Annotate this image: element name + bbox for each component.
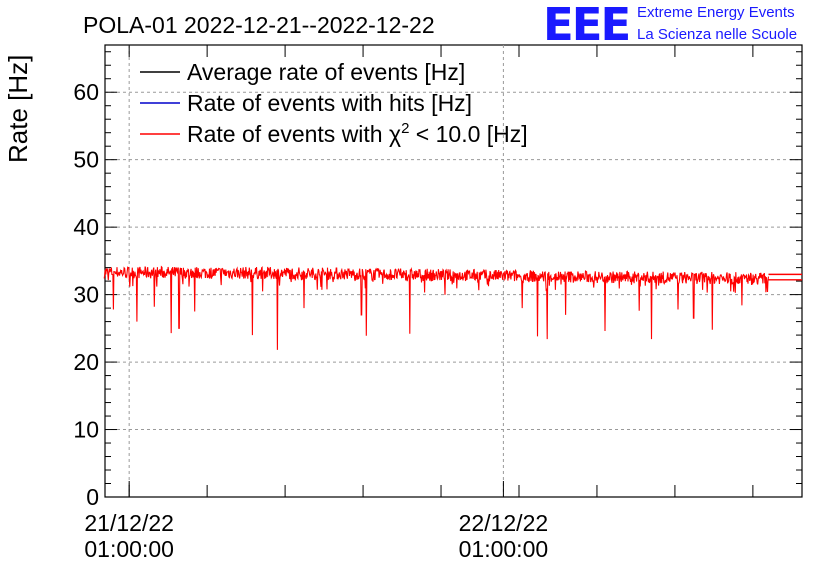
y-tick-label: 60 xyxy=(73,79,99,105)
chart-title: POLA-01 2022-12-21--2022-12-22 xyxy=(83,12,435,38)
y-tick-label: 0 xyxy=(86,484,99,510)
legend: Average rate of events [Hz] Rate of event… xyxy=(140,59,528,147)
x-tick-label-time: 01:00:00 xyxy=(459,536,549,562)
series-layer xyxy=(103,265,802,350)
legend-entry-label: Rate of events with hits [Hz] xyxy=(187,90,472,116)
y-tick-label: 30 xyxy=(73,282,99,308)
grid-layer xyxy=(105,45,802,497)
series-chi2-line xyxy=(103,265,770,350)
x-tick-label-date: 22/12/22 xyxy=(459,510,549,536)
legend-entry-label: Rate of events with χ2 < 10.0 [Hz] xyxy=(187,120,528,147)
ticks-layer: 010203040506021/12/2201:00:0022/12/2201:… xyxy=(73,45,802,562)
logo-line1: Extreme Energy Events xyxy=(637,4,795,21)
y-tick-label: 20 xyxy=(73,349,99,375)
x-tick-label-date: 21/12/22 xyxy=(84,510,174,536)
y-tick-label: 50 xyxy=(73,147,99,173)
eee-logo: EEE Extreme Energy Events La Scienza nel… xyxy=(543,0,797,51)
y-axis-label: Rate [Hz] xyxy=(3,55,33,163)
logo-mark: EEE xyxy=(543,0,629,51)
y-tick-label: 40 xyxy=(73,214,99,240)
logo-line2: La Scienza nelle Scuole xyxy=(637,26,797,43)
y-tick-label: 10 xyxy=(73,417,99,443)
legend-entry-label: Average rate of events [Hz] xyxy=(187,59,465,85)
x-tick-label-time: 01:00:00 xyxy=(84,536,174,562)
